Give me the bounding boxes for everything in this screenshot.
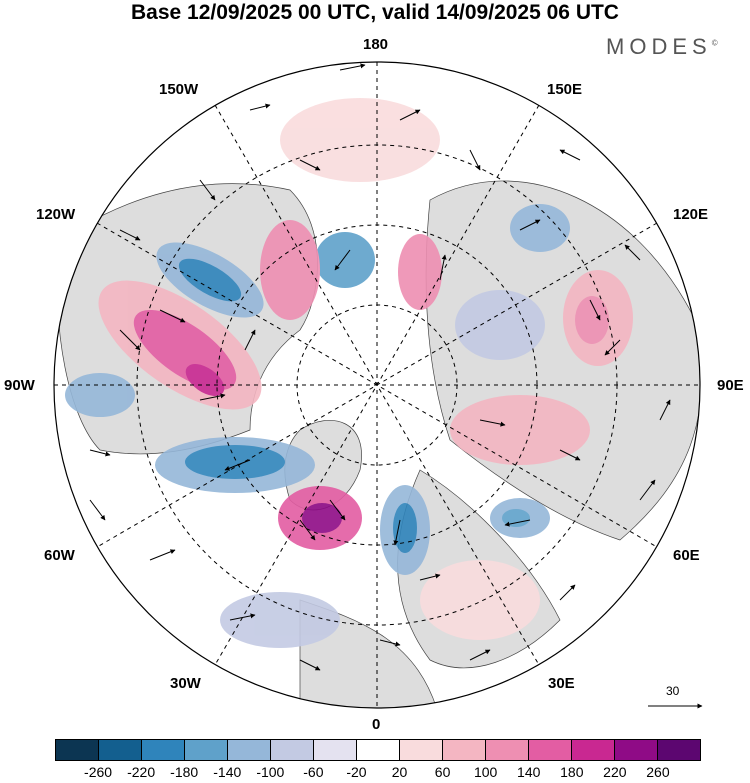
map-title: Base 12/09/2025 00 UTC, valid 14/09/2025…	[131, 1, 619, 24]
map-boundary	[53, 61, 701, 709]
legend-tick-label: -20	[346, 764, 367, 780]
lon-label-120e: 120E	[673, 206, 709, 223]
legend-swatch	[400, 740, 443, 760]
lon-label-60e: 60E	[673, 547, 700, 564]
brand-logo: MODES©	[606, 34, 718, 59]
legend-swatch	[314, 740, 357, 760]
lon-label-30w: 30W	[170, 675, 201, 692]
anomaly-positive-eurasia	[420, 560, 540, 640]
anomaly-negative-atlantic-core	[393, 503, 417, 553]
legend-swatch	[529, 740, 572, 760]
anomaly-positive-east-siberia-core	[575, 296, 609, 344]
legend-swatch	[572, 740, 615, 760]
legend-swatch	[357, 740, 400, 760]
lon-label-0: 0	[372, 716, 381, 733]
lon-label-180: 180	[363, 36, 389, 53]
lon-label-90e: 90E	[717, 377, 744, 394]
reference-vector-label: 30	[666, 684, 680, 698]
anomaly-negative-beaufort	[315, 232, 375, 288]
lon-label-90w: 90W	[4, 377, 35, 394]
copyright-mark: ©	[711, 38, 718, 48]
legend-swatch	[658, 740, 700, 760]
legend-colorbar	[55, 739, 701, 761]
legend-tick-label: -100	[256, 764, 285, 780]
legend-tick-label: 100	[473, 764, 498, 780]
lon-label-150w: 150W	[159, 81, 199, 98]
legend-tick-label: -180	[170, 764, 199, 780]
legend-swatch	[486, 740, 529, 760]
legend-tick-label: -260	[84, 764, 113, 780]
anomaly-positive-atlantic-peak	[302, 503, 342, 533]
legend-tick-label: 20	[391, 764, 408, 780]
anomaly-positive-pacific	[280, 98, 440, 182]
anomaly-negative-hudson-core	[185, 445, 285, 479]
lon-label-150e: 150E	[547, 81, 583, 98]
legend-tick-label: -220	[127, 764, 156, 780]
anomaly-negative-north-atlantic	[220, 592, 340, 648]
lon-label-60w: 60W	[44, 547, 75, 564]
lon-label-120w: 120W	[36, 206, 76, 223]
graticule	[54, 62, 700, 708]
legend-swatch	[142, 740, 185, 760]
legend-tick-label: 260	[646, 764, 670, 780]
legend-tick-label: 60	[434, 764, 451, 780]
legend-tick-label: -60	[303, 764, 324, 780]
anomaly-positive-chukotka	[398, 234, 442, 310]
legend-tick-label: 220	[603, 764, 627, 780]
anomaly-negative-laptev	[455, 290, 545, 360]
legend-ticks: -260 -220 -180 -140 -100 -60 -20 20 60 100 140 180 2…	[55, 764, 701, 782]
legend-tick-label: -140	[213, 764, 242, 780]
legend-swatch	[56, 740, 99, 760]
legend-swatch	[185, 740, 228, 760]
legend-swatch	[99, 740, 142, 760]
legend-swatch	[443, 740, 486, 760]
anomaly-negative-labrador	[65, 373, 135, 417]
wind-vectors	[89, 63, 671, 671]
legend-swatch	[615, 740, 658, 760]
legend-swatch	[271, 740, 314, 760]
legend-tick-label: 180	[560, 764, 584, 780]
anomaly-positive-bering	[260, 220, 320, 320]
anomaly-positive-canada-peak	[185, 364, 225, 396]
anomaly-negative-okhotsk	[510, 204, 570, 252]
legend-swatch	[228, 740, 271, 760]
legend-tick-label: 140	[517, 764, 541, 780]
anomaly-negative-alaska-core	[178, 258, 242, 302]
lon-label-30e: 30E	[548, 675, 575, 692]
